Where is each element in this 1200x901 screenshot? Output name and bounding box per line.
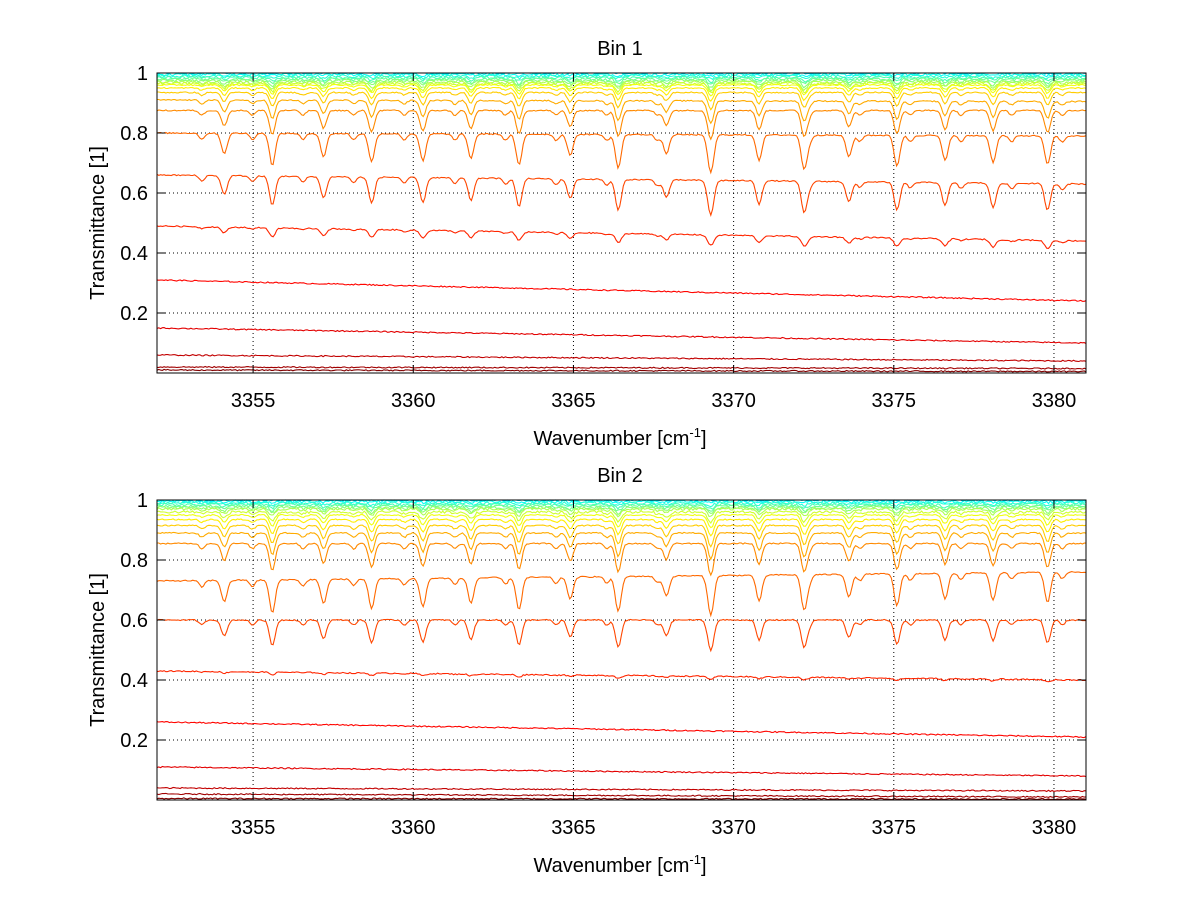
y-tick-label: 0.2 (120, 730, 148, 752)
y-tick-label: 0.4 (120, 243, 148, 265)
x-tick-label: 3355 (231, 817, 276, 839)
y-tick-label: 1 (137, 63, 148, 85)
series-line (157, 98, 1087, 125)
series-line (156, 670, 1087, 683)
series-line (156, 72, 1087, 78)
y-tick-label: 0.2 (120, 303, 148, 325)
y-tick-label: 0.8 (120, 123, 148, 145)
series-line (156, 797, 1087, 801)
series-line (157, 91, 1087, 111)
y-axis-label: Transmittance [1] (87, 573, 109, 727)
series-line (156, 354, 1087, 363)
series-line (156, 618, 1087, 653)
x-axis-label: Wavenumber [cm-1] (533, 852, 706, 877)
x-tick-label: 3370 (711, 817, 756, 839)
plot-frame (156, 72, 1087, 374)
series-line (156, 792, 1087, 798)
series-line (156, 502, 1087, 510)
series-line (156, 368, 1087, 373)
x-tick-label: 3365 (551, 390, 596, 412)
series-line (156, 505, 1087, 516)
series-line (156, 510, 1087, 524)
y-tick-label: 0.4 (120, 670, 148, 692)
series-line (156, 77, 1087, 85)
x-tick-label: 3355 (231, 390, 276, 412)
series-line (156, 513, 1087, 529)
series-line (156, 279, 1087, 302)
x-tick-label: 3380 (1032, 817, 1077, 839)
x-tick-label: 3370 (711, 390, 756, 412)
series-line (156, 83, 1087, 97)
series-line (156, 531, 1087, 561)
plot-frame (156, 499, 1087, 801)
series-line (157, 365, 1087, 370)
chart-title: Bin 2 (597, 465, 643, 487)
x-tick-label: 3375 (872, 390, 917, 412)
x-axis-label: Wavenumber [cm-1] (533, 425, 706, 450)
y-tick-label: 0.6 (120, 183, 148, 205)
chart-bin-2: Bin 2 3355 3360 3365 3370 3375 3380 0.2 0.4 0.6 0… (87, 465, 1087, 877)
series-line (156, 73, 1087, 81)
series-line (156, 81, 1087, 94)
x-tick-label: 3375 (872, 817, 917, 839)
series-line (156, 80, 1087, 93)
y-tick-label: 0.8 (120, 550, 148, 572)
series-line (156, 721, 1087, 739)
series-line (157, 542, 1086, 577)
series-line (156, 225, 1087, 249)
series-line (156, 501, 1087, 508)
y-axis-label: Transmittance [1] (87, 146, 109, 300)
series-line (156, 131, 1087, 175)
x-tick-label: 3360 (391, 817, 436, 839)
series-line (156, 765, 1087, 778)
series-line (156, 109, 1086, 141)
x-tick-label: 3365 (551, 817, 596, 839)
series-line (156, 524, 1087, 548)
chart-bin-1: Bin 1 3355 3360 3365 3370 3375 3380 0.2 0.4 0.6 0… (87, 38, 1087, 450)
x-tick-label: 3360 (391, 390, 436, 412)
series-line (156, 327, 1087, 344)
series-line (156, 75, 1087, 84)
series-line (156, 786, 1087, 793)
chart-title: Bin 1 (597, 38, 643, 60)
series-line (156, 571, 1087, 618)
y-tick-label: 1 (137, 490, 148, 512)
series-line (156, 173, 1087, 218)
series-line (156, 507, 1087, 518)
series-line (156, 518, 1087, 537)
series-line (156, 86, 1087, 102)
x-tick-label: 3380 (1032, 390, 1077, 412)
y-tick-label: 0.6 (120, 610, 148, 632)
